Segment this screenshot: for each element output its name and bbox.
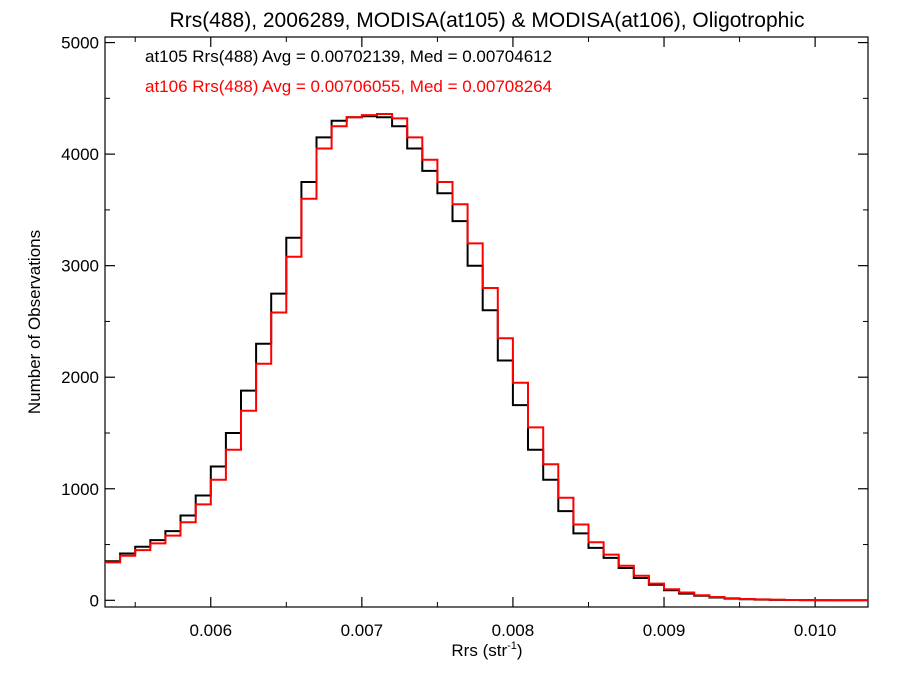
y-tick-label: 2000 (61, 368, 99, 387)
x-axis-label-close: ) (517, 641, 523, 660)
histogram-series-0 (105, 115, 868, 602)
annotation-at106: at106 Rrs(488) Avg = 0.00706055, Med = 0… (145, 77, 552, 96)
x-tick-label: 0.008 (492, 621, 535, 640)
y-tick-label: 4000 (61, 145, 99, 164)
x-tick-label: 0.010 (794, 621, 837, 640)
axis-ticks (105, 37, 868, 607)
x-tick-label: 0.007 (341, 621, 384, 640)
histogram-series-1 (105, 113, 868, 602)
tick-labels: 0.006 0.007 0.008 0.009 0.010 0 1000 2000 3000 40… (61, 34, 836, 640)
series-layer (105, 113, 868, 602)
x-tick-label: 0.006 (189, 621, 232, 640)
y-tick-label: 5000 (61, 34, 99, 53)
y-tick-label: 0 (90, 591, 99, 610)
y-axis-label: Number of Observations (25, 230, 44, 414)
x-axis-label-main: Rrs (str (451, 641, 507, 660)
plot-frame (104, 36, 869, 608)
x-tick-label: 0.009 (643, 621, 686, 640)
y-tick-label: 1000 (61, 480, 99, 499)
annotation-at105: at105 Rrs(488) Avg = 0.00702139, Med = 0… (145, 47, 552, 66)
chart-title: Rrs(488), 2006289, MODISA(at105) & MODIS… (170, 9, 805, 32)
x-axis-label: Rrs (str-1) (451, 640, 522, 660)
x-axis-label-sup: -1 (507, 640, 517, 652)
y-tick-label: 3000 (61, 257, 99, 276)
